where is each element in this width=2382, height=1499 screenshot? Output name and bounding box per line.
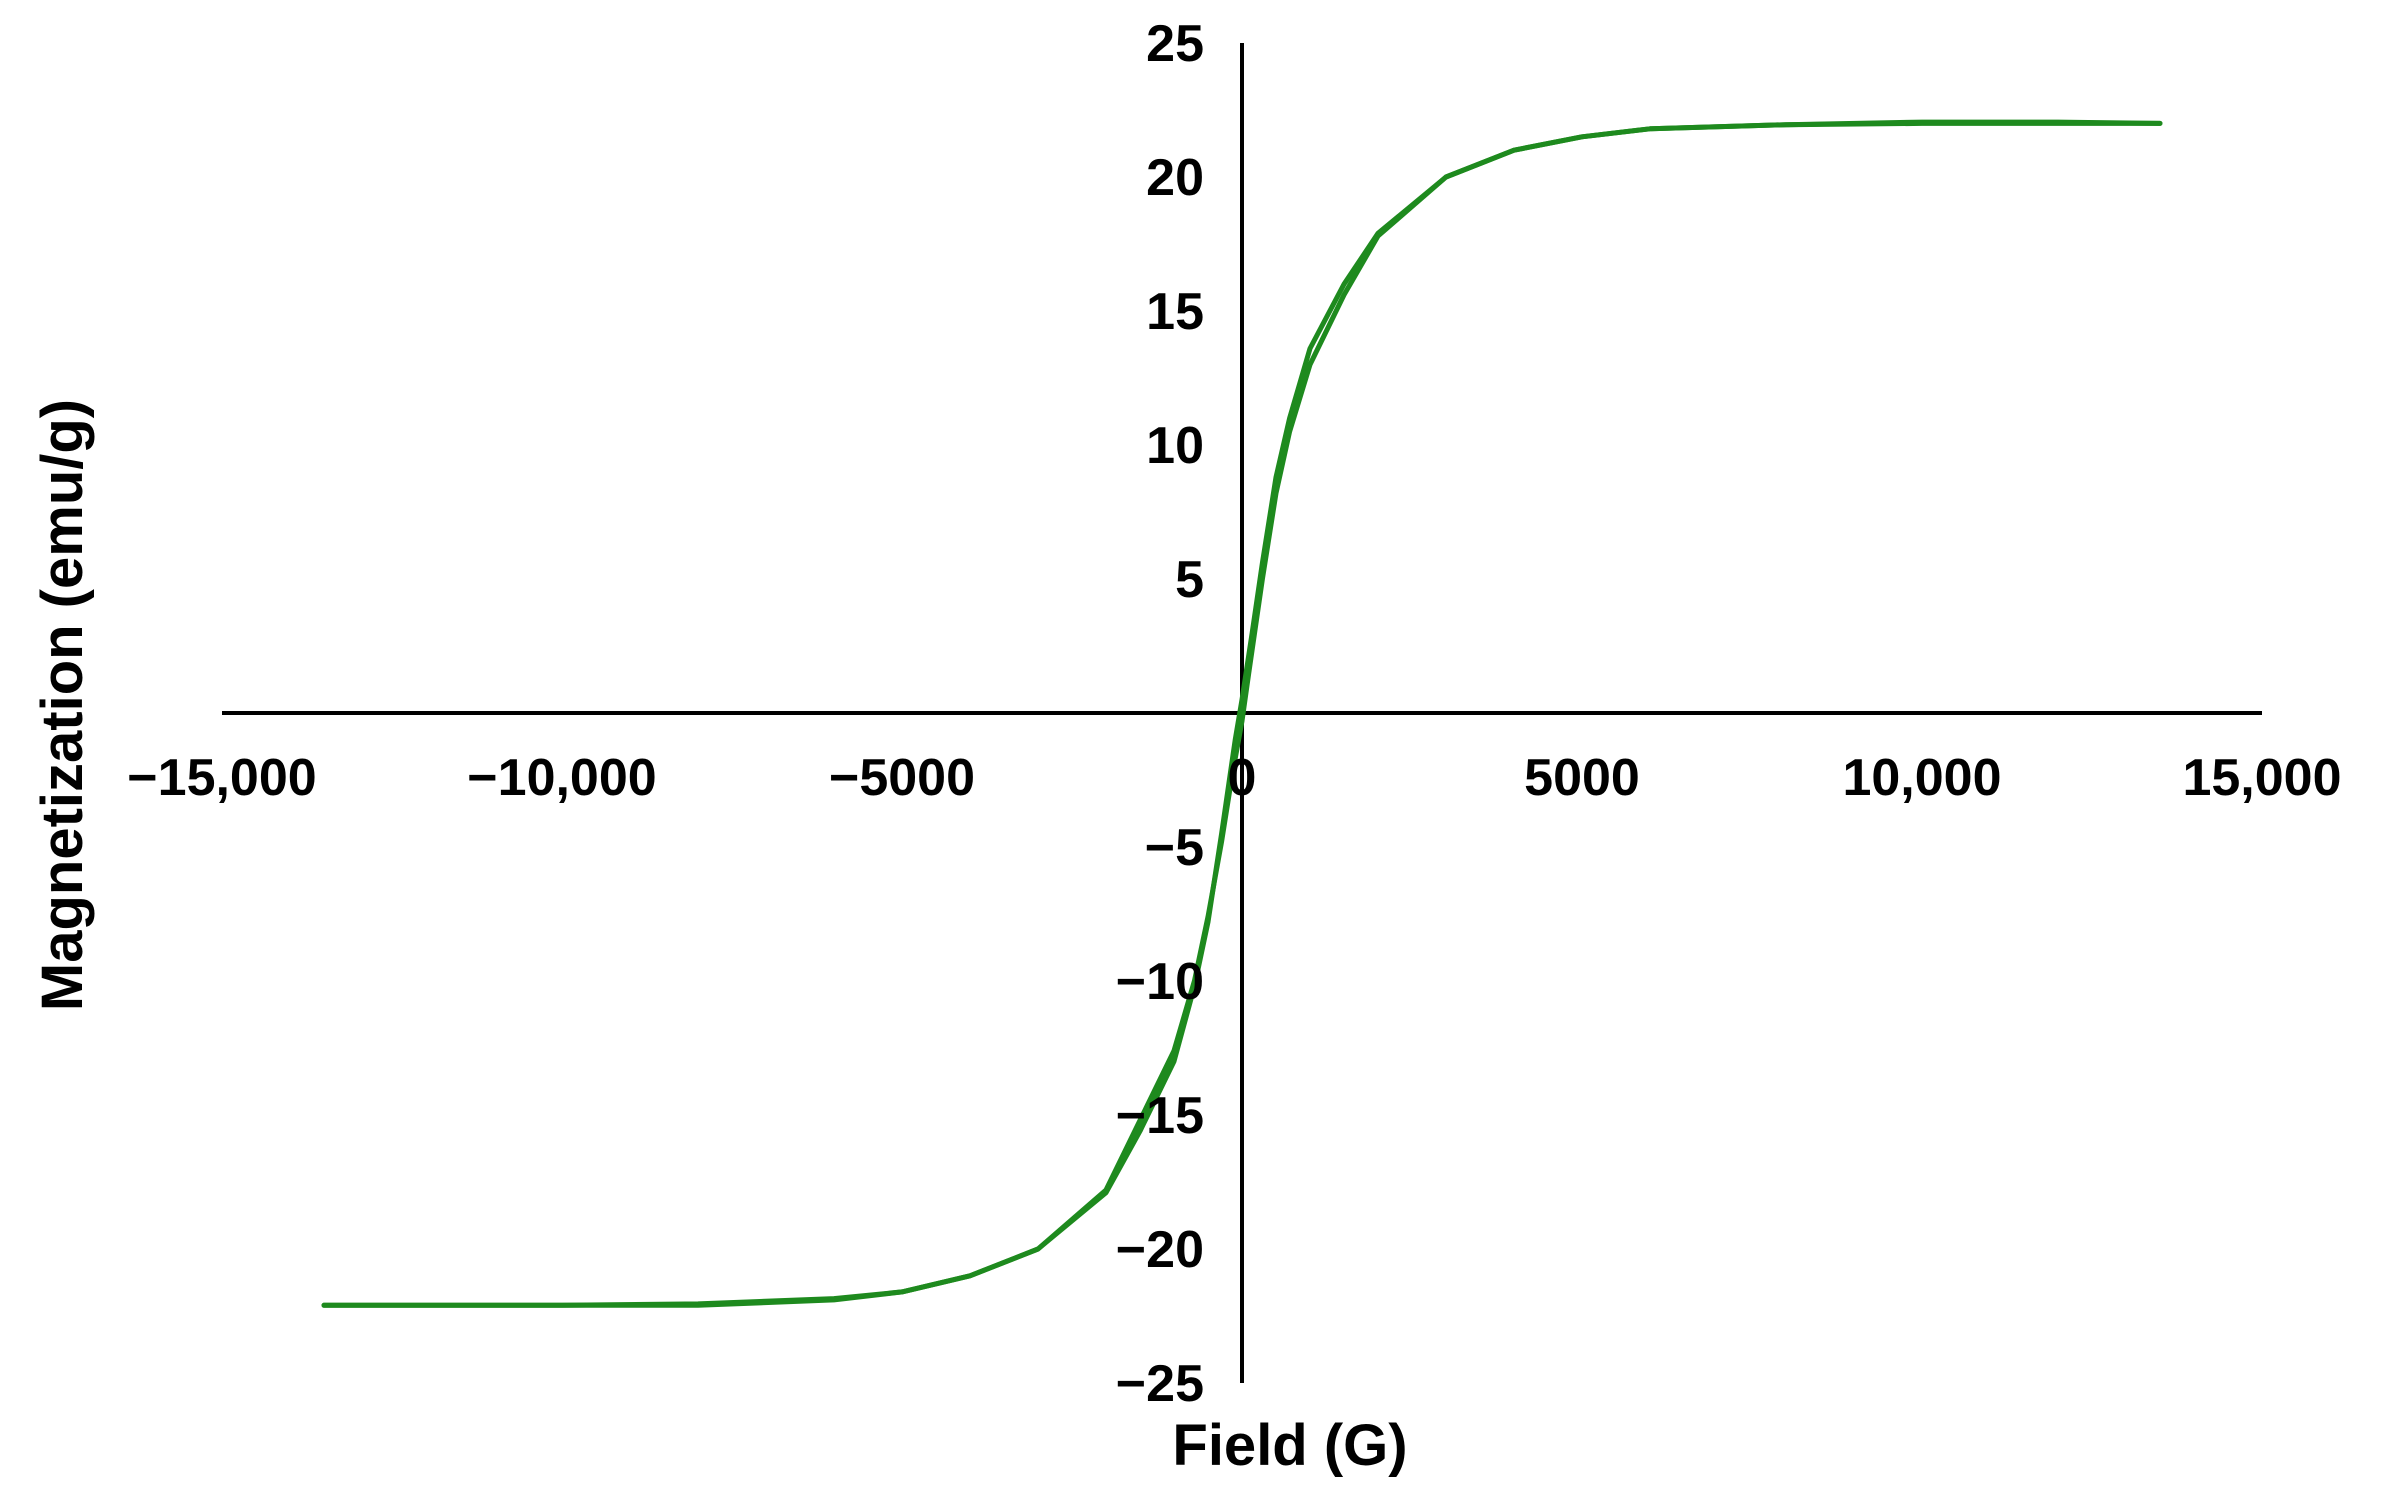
y-tick-labels: 25 20 15 10 5 −5 −10 −15 −20 −25: [1116, 15, 1204, 1413]
x-tick-label: −10,000: [467, 749, 656, 807]
y-tick-label: 20: [1146, 149, 1204, 207]
x-tick-label: 0: [1228, 749, 1257, 807]
curve-group: [321, 119, 2163, 1308]
y-tick-label: 25: [1146, 15, 1204, 73]
y-tick-label: −20: [1116, 1221, 1204, 1279]
y-tick-label: 15: [1146, 283, 1204, 341]
y-tick-label: −5: [1145, 819, 1204, 877]
y-tick-label: 5: [1175, 551, 1204, 609]
y-tick-label: 10: [1146, 417, 1204, 475]
x-tick-labels: −15,000 −10,000 −5000 0 5000 10,000 15,000: [127, 749, 2341, 807]
ascending-branch-curve: [321, 119, 2163, 1308]
y-tick-label: −10: [1116, 953, 1204, 1011]
x-tick-label: 5000: [1524, 749, 1640, 807]
y-axis-title: Magnetization (emu/g): [30, 399, 95, 1011]
x-tick-label: −15,000: [127, 749, 316, 807]
y-tick-label: −25: [1116, 1355, 1204, 1413]
x-tick-label: 10,000: [1842, 749, 2001, 807]
x-tick-label: −5000: [829, 749, 975, 807]
x-axis-title: Field (G): [1172, 1413, 1407, 1478]
x-tick-label: 15,000: [2182, 749, 2341, 807]
y-tick-label: −15: [1116, 1087, 1204, 1145]
